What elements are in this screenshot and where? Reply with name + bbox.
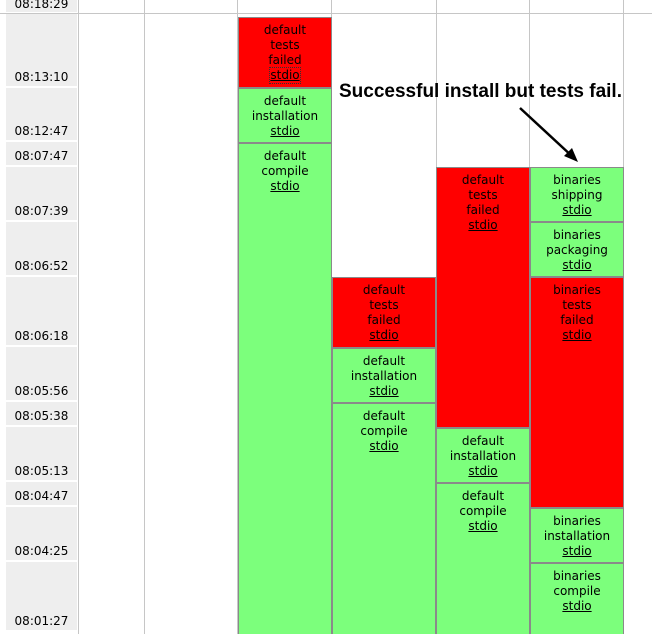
time-label: 08:04:25 [14, 544, 69, 558]
grid-line [0, 13, 652, 14]
step-label: packaging [546, 243, 608, 257]
time-cell: 08:04:25 [6, 507, 77, 560]
build-step-installation: binaries installation stdio [530, 508, 624, 563]
annotation-arrow-icon [519, 107, 578, 162]
build-step-installation: default installation stdio [436, 428, 530, 483]
stdio-link[interactable]: stdio [369, 384, 399, 398]
build-step-installation: default installation stdio [332, 348, 436, 403]
stdio-link[interactable]: stdio [562, 328, 592, 342]
step-label: failed [268, 53, 302, 67]
stdio-link[interactable]: stdio [270, 179, 300, 193]
build-step-compile: default compile stdio [238, 143, 332, 634]
grid-line [144, 0, 145, 634]
step-label: default [461, 434, 505, 448]
step-label: tests [270, 38, 300, 52]
step-label: binaries [553, 173, 601, 187]
step-label: binaries [553, 514, 601, 528]
step-label: shipping [551, 188, 603, 202]
step-label: installation [543, 529, 611, 543]
step-label: compile [360, 424, 408, 438]
build-step-compile: default compile stdio [332, 403, 436, 634]
time-cell: 08:07:47 [6, 142, 77, 165]
stdio-link[interactable]: stdio [562, 599, 592, 613]
time-label: 08:06:52 [14, 259, 69, 273]
step-label: failed [466, 203, 500, 217]
time-cell: 08:18:29 [6, 0, 77, 12]
step-label: default [461, 489, 505, 503]
stdio-link[interactable]: stdio [562, 203, 592, 217]
time-label: 08:06:18 [14, 329, 69, 343]
time-cell: 08:04:47 [6, 482, 77, 505]
step-label: default [362, 283, 406, 297]
time-cell: 08:13:10 [6, 14, 77, 86]
step-label: failed [367, 313, 401, 327]
step-label: compile [261, 164, 309, 178]
step-label: tests [562, 298, 592, 312]
time-label: 08:12:47 [14, 124, 69, 138]
step-label: default [362, 409, 406, 423]
build-step-installation: default installation stdio [238, 88, 332, 143]
grid-line [78, 0, 79, 634]
time-label: 08:07:47 [14, 149, 69, 163]
step-label: installation [251, 109, 319, 123]
step-label: default [461, 173, 505, 187]
build-step-tests-failed: default tests failed stdio [332, 277, 436, 348]
step-label: default [263, 23, 307, 37]
time-label: 08:18:29 [14, 0, 69, 11]
time-cell: 08:06:18 [6, 277, 77, 345]
build-step-tests-failed: default tests failed stdio [436, 167, 530, 428]
time-cell: 08:05:38 [6, 402, 77, 425]
stdio-link[interactable]: stdio [270, 124, 300, 138]
step-label: failed [560, 313, 594, 327]
step-label: default [263, 94, 307, 108]
time-label: 08:05:56 [14, 384, 69, 398]
time-cell: 08:05:56 [6, 347, 77, 400]
time-cell: 08:01:27 [6, 562, 77, 630]
step-label: binaries [553, 569, 601, 583]
time-cell: 08:05:13 [6, 427, 77, 480]
step-label: binaries [553, 283, 601, 297]
time-cell: 08:07:39 [6, 167, 77, 220]
time-label: 08:05:38 [14, 409, 69, 423]
time-label: 08:07:39 [14, 204, 69, 218]
step-label: installation [449, 449, 517, 463]
stdio-link[interactable]: stdio [562, 258, 592, 272]
step-label: compile [459, 504, 507, 518]
step-label: default [263, 149, 307, 163]
time-label: 08:04:47 [14, 489, 69, 503]
stdio-link[interactable]: stdio [369, 328, 399, 342]
stdio-link[interactable]: stdio [468, 218, 498, 232]
time-cell: 08:06:52 [6, 222, 77, 275]
time-label: 08:05:13 [14, 464, 69, 478]
build-step-tests-failed: binaries tests failed stdio [530, 277, 624, 508]
step-label: default [362, 354, 406, 368]
build-step-compile: default compile stdio [436, 483, 530, 634]
stdio-link[interactable]: stdio [468, 464, 498, 478]
build-step-shipping: binaries shipping stdio [530, 167, 624, 222]
build-step-tests-failed: default tests failed stdio [238, 17, 332, 88]
stdio-link[interactable]: stdio [468, 519, 498, 533]
grid-line [237, 0, 238, 634]
time-label: 08:01:27 [14, 614, 69, 628]
stdio-link[interactable]: stdio [369, 439, 399, 453]
stdio-link[interactable]: stdio [562, 544, 592, 558]
step-label: tests [369, 298, 399, 312]
step-label: installation [350, 369, 418, 383]
time-label: 08:13:10 [14, 70, 69, 84]
build-step-compile: binaries compile stdio [530, 563, 624, 634]
time-cell: 08:12:47 [6, 88, 77, 140]
build-step-packaging: binaries packaging stdio [530, 222, 624, 277]
stdio-link[interactable]: stdio [269, 67, 301, 84]
annotation-text: Successful install but tests fail. [339, 81, 622, 102]
step-label: compile [553, 584, 601, 598]
step-label: tests [468, 188, 498, 202]
step-label: binaries [553, 228, 601, 242]
